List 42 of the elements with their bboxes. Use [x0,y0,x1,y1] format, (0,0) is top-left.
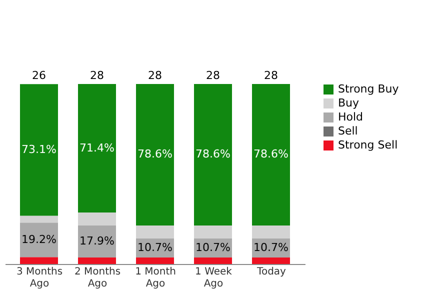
bar [252,258,290,264]
x-tick-label: 1 Month Ago [135,266,176,290]
legend-label: Strong Buy [338,82,400,96]
bar [136,84,174,226]
data-label: 10.7% [138,240,172,254]
data-label: 78.6% [138,148,172,161]
bar [194,225,232,238]
bar [78,84,116,213]
text: 28 [90,69,104,82]
legend-label: Hold [338,110,364,124]
bar [136,225,174,238]
bar [78,225,116,258]
x-tick-label: Today [256,266,286,278]
x-tick-label: 1 Week Ago [195,266,232,290]
bar [194,84,232,226]
data-label: 17.9% [80,234,114,248]
bar [20,84,58,216]
bar [78,258,116,264]
bar [78,212,116,226]
bar [136,258,174,264]
data-label: 73.1% [22,142,56,156]
bar [194,258,232,264]
text: 28 [264,69,278,82]
bar [252,84,290,226]
bar [20,222,58,258]
bar [20,216,58,223]
data-label: 78.6% [254,148,288,161]
text: 28 [206,69,220,82]
data-label: 78.6% [196,148,230,161]
data-label: 10.7% [196,240,230,254]
text: 26 [32,69,46,82]
data-label: 19.2% [22,232,56,246]
x-tick-label: 2 Months Ago [74,266,121,290]
bar [20,257,58,264]
legend-label: Sell [338,124,358,138]
data-label: 71.4% [80,141,114,154]
x-tick-label: 3 Months Ago [16,266,63,290]
bar [252,225,290,238]
text: 28 [148,69,162,82]
data-label: 10.7% [254,240,288,254]
legend-label: Buy [338,96,360,110]
legend-label: Strong Sell [338,138,398,152]
